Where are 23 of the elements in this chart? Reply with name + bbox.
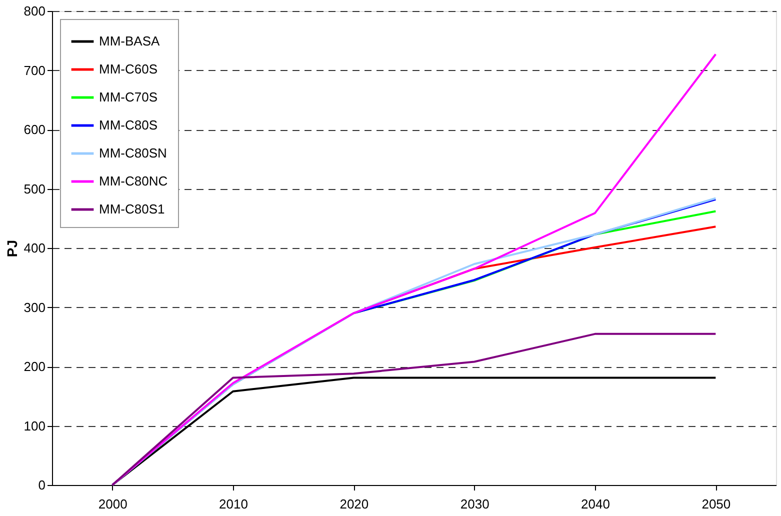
y-tick-label: 100 <box>24 418 46 434</box>
y-tick-label: 800 <box>24 4 46 18</box>
y-tick-label: 600 <box>24 122 46 137</box>
legend-label: MM-C80S1 <box>99 202 165 216</box>
legend-label: MM-C80S <box>99 118 158 132</box>
x-tick-label: 2040 <box>581 496 610 512</box>
y-tick-label: 300 <box>24 300 46 315</box>
legend-label: MM-C70S <box>99 90 158 104</box>
x-tick-label: 2020 <box>340 496 369 512</box>
y-axis-title: PJ <box>4 240 20 258</box>
y-tick-label: 400 <box>24 240 46 256</box>
y-tick-label: 200 <box>24 359 46 374</box>
x-tick-label: 2010 <box>219 496 248 512</box>
legend-label: MM-C60S <box>99 62 158 76</box>
legend-label: MM-C80SN <box>99 146 167 160</box>
y-tick-label: 500 <box>24 181 46 196</box>
legend-label: MM-C80NC <box>99 174 168 188</box>
y-tick-label: 0 <box>38 478 46 492</box>
y-tick-label: 700 <box>24 62 46 78</box>
legend-label: MM-BASA <box>99 34 160 48</box>
x-tick-label: 2050 <box>702 496 731 512</box>
x-tick-label: 2030 <box>460 496 490 512</box>
x-tick-label: 2000 <box>98 496 128 512</box>
